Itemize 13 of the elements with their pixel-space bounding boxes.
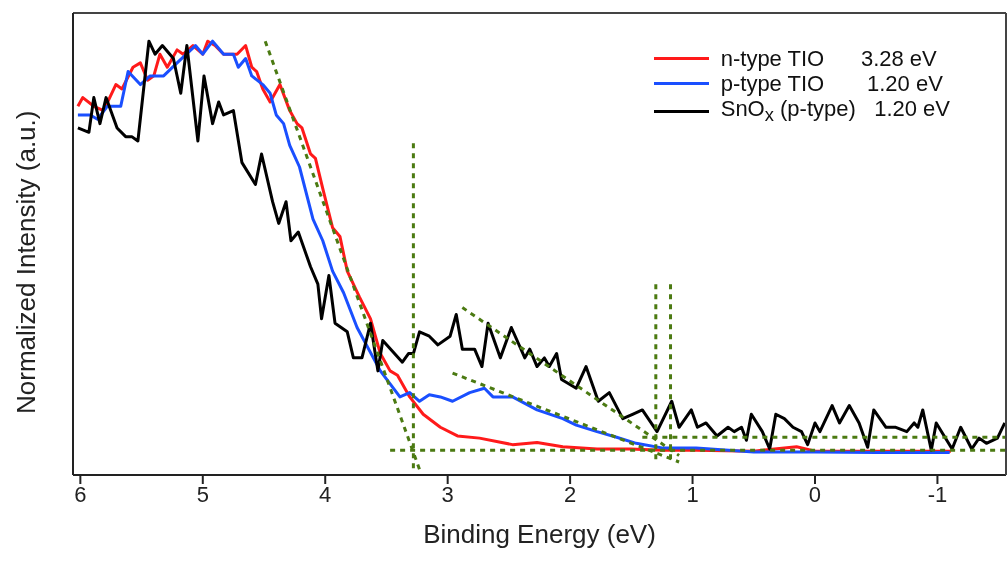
x-tick-label: 1 (686, 481, 699, 507)
x-axis-title: Binding Energy (eV) (423, 519, 656, 549)
legend-label: n-type TIO 3.28 eV (720, 46, 937, 71)
x-tick-label: 0 (808, 481, 822, 507)
x-tick-label: -1 (927, 481, 948, 507)
legend-label: SnO$_{x}$ (p-type) 1.20 eV (720, 96, 950, 128)
legend-label: p-type TIO 1.20 eV (720, 71, 943, 96)
x-tick-label: 5 (196, 481, 209, 507)
x-tick-label: 2 (563, 481, 577, 507)
x-tick-label: 3 (441, 481, 454, 507)
x-tick-label: 6 (74, 481, 87, 507)
y-axis-title: Normalized Intensity (a.u.) (11, 110, 42, 414)
x-tick-label: 4 (319, 481, 332, 507)
